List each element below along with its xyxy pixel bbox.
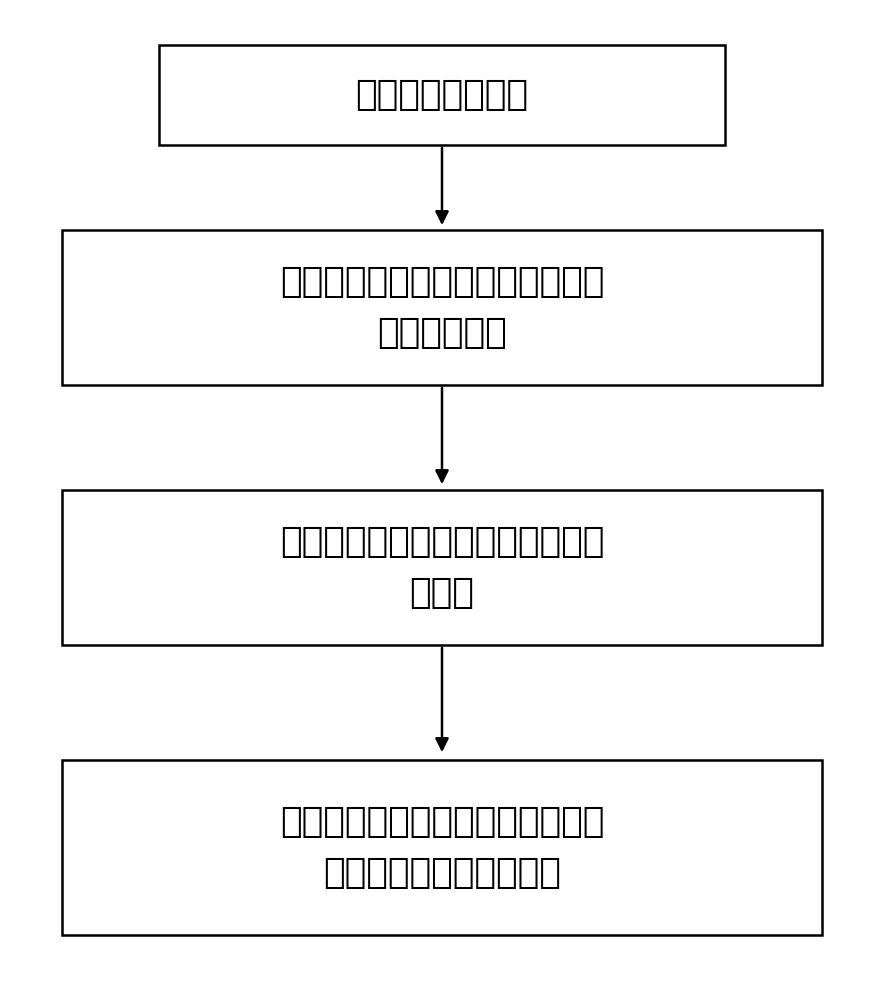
Text: 利用顶点法将所有点组成互不重复
的矩形: 利用顶点法将所有点组成互不重复 的矩形 — [280, 525, 604, 610]
Text: 依据矩形四个顶点计算各个矩形中
心位置，输出位置结果。: 依据矩形四个顶点计算各个矩形中 心位置，输出位置结果。 — [280, 805, 604, 890]
Text: 利用特征法确定所有切割线段的起
点与终点坐标: 利用特征法确定所有切割线段的起 点与终点坐标 — [280, 265, 604, 350]
Bar — [62, 760, 822, 935]
Bar — [62, 490, 822, 645]
Text: 提取所有移动指令: 提取所有移动指令 — [355, 78, 529, 112]
Bar — [159, 45, 725, 145]
Bar — [62, 230, 822, 385]
